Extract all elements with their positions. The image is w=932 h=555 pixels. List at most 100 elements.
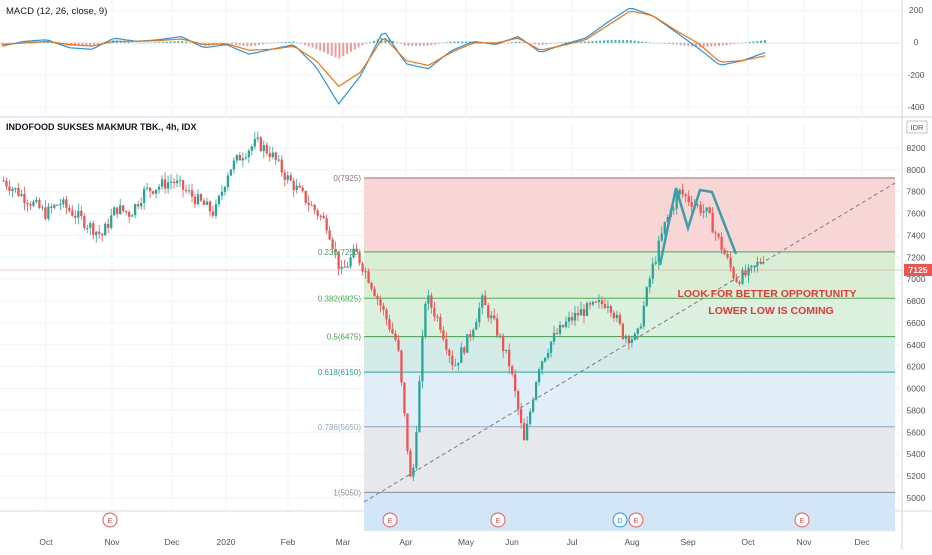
candle-body <box>517 391 520 410</box>
macd-hist-bar <box>338 42 341 59</box>
candle-body <box>172 181 176 184</box>
time-axis-label: Apr <box>399 537 412 547</box>
signal-line <box>1 10 766 87</box>
macd-hist-bar <box>139 42 142 44</box>
candle-body <box>101 233 104 236</box>
candle-body <box>148 187 152 192</box>
event-marker[interactable] <box>794 512 810 528</box>
event-marker-label: E <box>387 516 392 525</box>
macd-hist-bar <box>77 42 80 46</box>
fib-zone <box>364 372 895 427</box>
time-axis[interactable]: Oct Nov Dec 2020 Feb Mar Apr May Jun Jul Aug Sep Oct… <box>39 537 870 547</box>
macd-hist-bar <box>131 42 134 43</box>
candle-body <box>23 193 26 203</box>
macd-hist-bar <box>296 42 299 44</box>
macd-hist-bar <box>135 42 138 44</box>
fibonacci-retracement[interactable] <box>364 177 895 531</box>
price-axis[interactable]: 8200 8000 7800 7600 7400 7200 7000 6800 6600 6400… <box>907 143 926 503</box>
macd-hist-bar <box>507 42 510 44</box>
candle-body <box>205 201 209 205</box>
fib-zone-extension <box>364 492 895 531</box>
macd-line <box>1 7 766 105</box>
macd-hist-bar <box>326 42 329 55</box>
macd-hist-bar <box>142 42 145 44</box>
candle-body <box>663 221 666 234</box>
candle-body <box>187 190 191 192</box>
candle-body <box>235 154 239 161</box>
event-marker[interactable] <box>490 512 506 528</box>
currency-badge[interactable] <box>906 120 928 134</box>
candle-body <box>80 210 83 217</box>
candle-body <box>639 326 642 329</box>
macd-hist-bar <box>422 42 425 46</box>
macd-hist-bar <box>231 42 234 45</box>
candle-body <box>702 211 705 213</box>
candle-body <box>14 187 17 189</box>
event-marker[interactable] <box>612 512 628 528</box>
candle-body <box>442 329 445 340</box>
macd-hist-bar <box>740 42 743 44</box>
candle-body <box>699 204 702 213</box>
macd-hist-bar <box>349 42 352 52</box>
candle-body <box>744 270 747 276</box>
price-tick-label: 7000 <box>907 274 926 284</box>
candle-body <box>316 210 319 216</box>
candle-body <box>277 159 280 161</box>
candle-body <box>92 223 95 236</box>
macd-hist-bar <box>261 42 264 45</box>
candle-body <box>511 366 514 375</box>
candle-body <box>86 227 89 229</box>
event-marker[interactable] <box>382 512 398 528</box>
currency-badge-label: IDR <box>911 123 925 132</box>
candle-body <box>271 152 274 158</box>
candle-body <box>540 361 544 370</box>
candle-body <box>382 305 385 310</box>
macd-hist-bar <box>361 42 364 46</box>
pattern-drawing[interactable] <box>658 187 738 266</box>
candle-body <box>232 160 236 170</box>
last-price-badge <box>904 264 932 276</box>
macd-hist-bar <box>556 42 559 44</box>
candle-body <box>358 251 361 264</box>
candle-body <box>175 180 179 184</box>
macd-hist-bar <box>637 41 640 43</box>
candle-body <box>128 212 131 217</box>
event-marker[interactable] <box>628 512 644 528</box>
time-axis-label: Sep <box>680 537 695 547</box>
macd-hist-bar <box>660 42 663 44</box>
macd-hist-bar <box>587 41 590 43</box>
candle-body <box>50 206 53 208</box>
macd-hist-bar <box>748 42 751 43</box>
candle-body <box>154 189 158 194</box>
candle-body <box>373 288 376 297</box>
candle-body <box>457 362 460 366</box>
macd-label: MACD (12, 26, close, 9) <box>6 6 107 17</box>
candle-body <box>555 332 559 334</box>
trend-line[interactable] <box>363 182 896 503</box>
macd-hist-bar <box>618 40 621 43</box>
candle-body <box>735 278 738 282</box>
macd-hist-bar <box>671 42 674 45</box>
candle-body <box>433 307 436 317</box>
event-marker[interactable] <box>102 512 118 528</box>
macd-hist-bar <box>307 42 310 47</box>
candle-body <box>481 295 484 308</box>
fib-zone <box>364 251 895 299</box>
candle-body <box>217 195 221 205</box>
macd-hist-bar <box>675 42 678 45</box>
candle-body <box>588 303 592 305</box>
macd-hist-bar <box>445 42 448 43</box>
macd-hist-bar <box>330 42 333 56</box>
candle-body <box>47 206 50 219</box>
candle-body <box>594 301 598 303</box>
candle-body <box>424 303 427 336</box>
candle-body <box>726 254 729 258</box>
annotation-line-2: LOWER LOW IS COMING <box>708 305 833 317</box>
candle-body <box>708 207 711 214</box>
macd-hist-bar <box>648 42 651 44</box>
candle-body <box>56 204 59 206</box>
candle-body <box>160 179 164 187</box>
candle-body <box>74 215 77 218</box>
